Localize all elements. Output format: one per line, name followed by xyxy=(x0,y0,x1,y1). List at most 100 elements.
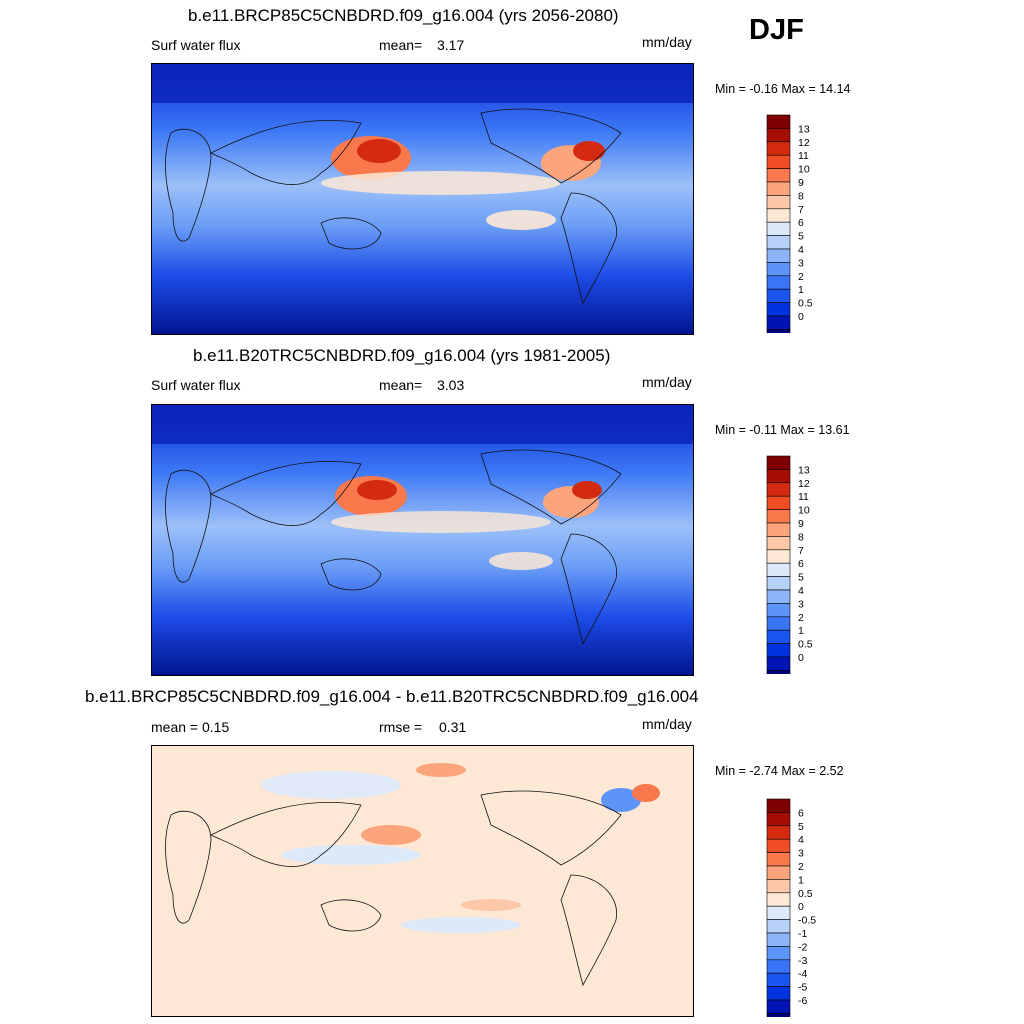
panel-3-neg-band-south xyxy=(401,917,521,933)
panel-1-title: b.e11.BRCP85C5CNBDRD.f09_g16.004 (yrs 20… xyxy=(188,6,619,25)
colorbar-tick-label: 4 xyxy=(798,244,804,256)
colorbar-box xyxy=(766,208,791,223)
colorbar-box xyxy=(766,509,791,524)
panel-3-atlantic-dipole-pos xyxy=(632,784,660,802)
colorbar-tick-label: 12 xyxy=(798,478,810,490)
colorbar-box xyxy=(766,522,791,537)
colorbar-box xyxy=(766,812,791,827)
colorbar-box xyxy=(766,972,791,987)
colorbar-box xyxy=(766,168,791,183)
colorbar-box xyxy=(766,616,791,631)
colorbar-tick-label: 2 xyxy=(798,271,804,283)
panel-1-map xyxy=(151,63,694,335)
colorbar-box xyxy=(766,905,791,920)
colorbar-box xyxy=(766,315,791,330)
colorbar-tick-label: 6 xyxy=(798,217,804,229)
panel-2-field xyxy=(151,404,694,676)
panel-2-itcz xyxy=(331,511,551,533)
colorbar-tick-label: 13 xyxy=(798,123,810,135)
panel-1-field xyxy=(151,63,694,335)
panel-3-mean: mean = 0.15 xyxy=(151,719,230,735)
panel-3-rmse-value: 0.31 xyxy=(439,719,467,735)
colorbar-box xyxy=(766,865,791,880)
colorbar-tick-label: 1 xyxy=(798,284,804,296)
colorbar-tick-label: 0 xyxy=(798,652,804,664)
colorbar-box xyxy=(766,469,791,484)
colorbar-box xyxy=(766,576,791,591)
panel-1-kuroshio-core xyxy=(357,139,401,163)
colorbar-box xyxy=(766,288,791,303)
panel-2-title: b.e11.B20TRC5CNBDRD.f09_g16.004 (yrs 198… xyxy=(193,346,611,365)
panel-3-neg-band-pacific xyxy=(281,845,421,865)
panel-1-variable-label: Surf water flux xyxy=(151,37,241,53)
colorbar-tick-label: -6 xyxy=(798,995,807,1007)
colorbar-tick-label: 12 xyxy=(798,137,810,149)
colorbar-tick-label: 2 xyxy=(798,861,804,873)
panel-1-units: mm/day xyxy=(642,34,692,50)
panel-2-spcz xyxy=(489,552,553,570)
colorbar-tick-label: 0.5 xyxy=(798,639,813,651)
panel-2-frame xyxy=(151,404,694,676)
season-label: DJF xyxy=(749,14,804,46)
colorbar-box xyxy=(766,235,791,250)
panel-3-neg-band-north xyxy=(261,771,401,799)
colorbar-tick-label: 11 xyxy=(798,150,809,162)
colorbar-tick-label: -0.5 xyxy=(798,915,816,927)
panel-3-field xyxy=(151,745,694,1017)
colorbar-tick-label: 4 xyxy=(798,834,804,846)
colorbar-box xyxy=(766,892,791,907)
panel-3-title: b.e11.BRCP85C5CNBDRD.f09_g16.004 - b.e11… xyxy=(85,687,699,706)
colorbar-box xyxy=(766,1013,791,1017)
colorbar-box xyxy=(766,562,791,577)
colorbar-box xyxy=(766,959,791,974)
colorbar-box xyxy=(766,128,791,143)
panel-3-map xyxy=(151,745,694,1017)
colorbar-tick-label: 0 xyxy=(798,311,804,323)
colorbar-box xyxy=(766,302,791,317)
colorbar-tick-label: 2 xyxy=(798,612,804,624)
panel-2-minmax: Min = -0.11 Max = 13.61 xyxy=(715,423,850,437)
colorbar-box xyxy=(766,603,791,618)
colorbar-tick-label: 13 xyxy=(798,464,810,476)
colorbar-tick-label: -1 xyxy=(798,928,807,940)
panel-3-kuroshio-pos xyxy=(361,825,421,845)
colorbar-tick-label: 7 xyxy=(798,204,804,216)
colorbar-tick-label: 0.5 xyxy=(798,298,813,310)
colorbar-box xyxy=(766,221,791,236)
colorbar-tick-label: 5 xyxy=(798,572,804,584)
colorbar-tick-label: 6 xyxy=(798,558,804,570)
panel-1-gulfstream-core xyxy=(573,141,605,161)
panel-1-frame xyxy=(151,63,694,335)
panel-3-frame xyxy=(151,745,694,1017)
colorbar-tick-label: 0.5 xyxy=(798,888,813,900)
panel-1-mean-value: 3.17 xyxy=(437,37,465,53)
colorbar-tick-label: 8 xyxy=(798,531,804,543)
panel-1-mean-label: mean= xyxy=(379,37,423,53)
colorbar-box xyxy=(766,852,791,867)
panel-3-units: mm/day xyxy=(642,716,692,732)
colorbar-box xyxy=(766,838,791,853)
colorbar-tick-label: -5 xyxy=(798,982,807,994)
colorbar-box xyxy=(766,114,791,129)
panel-1-coastlines xyxy=(164,108,622,305)
colorbar-box xyxy=(766,656,791,671)
colorbar-box xyxy=(766,536,791,551)
colorbar-box xyxy=(766,181,791,196)
colorbar-box xyxy=(766,825,791,840)
colorbar-box xyxy=(766,986,791,1001)
colorbar-tick-label: -3 xyxy=(798,955,807,967)
colorbar-box xyxy=(766,154,791,169)
colorbar-box xyxy=(766,329,791,333)
colorbar-box xyxy=(766,589,791,604)
panel-2-arctic xyxy=(151,404,694,444)
colorbar-box xyxy=(766,946,791,961)
colorbar-box xyxy=(766,919,791,934)
colorbar-tick-label: 0 xyxy=(798,901,804,913)
colorbar-box xyxy=(766,798,791,813)
colorbar-tick-label: 4 xyxy=(798,585,804,597)
panel-3-atlantic-dipole-neg xyxy=(601,788,641,812)
colorbar-box xyxy=(766,643,791,658)
colorbar-box xyxy=(766,879,791,894)
